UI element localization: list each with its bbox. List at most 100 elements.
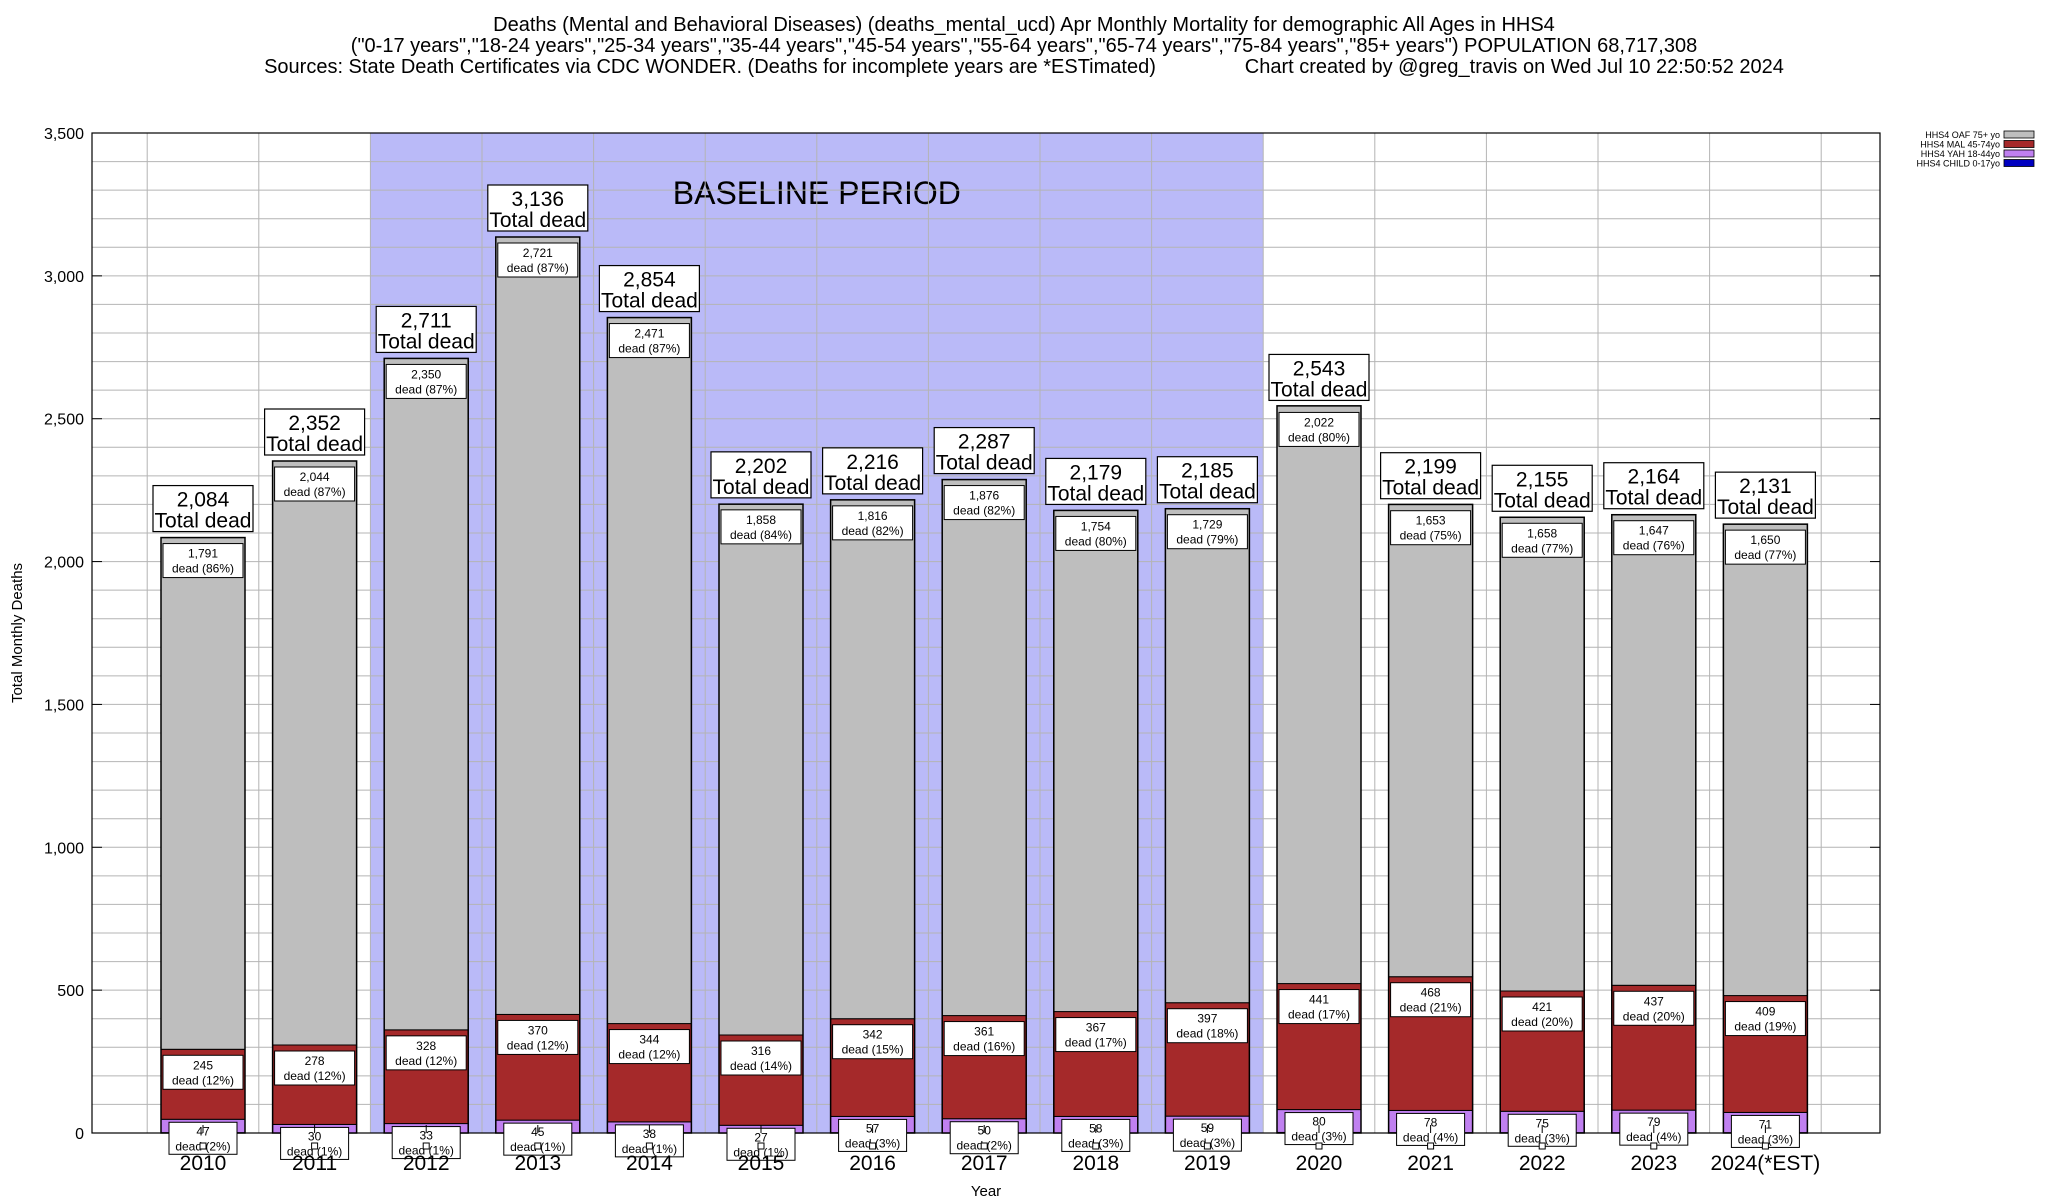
oaf-pct-label: dead (82%) [953, 504, 1015, 518]
yah-pct-label: dead (4%) [1403, 1130, 1458, 1144]
child-marker [199, 1142, 207, 1150]
total-dead-label: Total dead [489, 209, 586, 232]
oaf-label-box [1166, 514, 1248, 550]
child-marker [1761, 1142, 1769, 1150]
oaf-pct-label: dead (75%) [1400, 529, 1462, 543]
oaf-value-label: 2,044 [300, 470, 330, 484]
bar-segment [1164, 508, 1250, 1004]
oaf-pct-label: dead (87%) [507, 261, 569, 275]
x-tick-label: 2022 [1519, 1152, 1566, 1175]
oaf-pct-label: dead (87%) [284, 485, 346, 499]
x-tick-label: 2014 [626, 1152, 673, 1175]
mal-label-box [1613, 990, 1695, 1026]
x-tick-label: 2021 [1407, 1152, 1454, 1175]
mal-pct-label: dead (20%) [1511, 1015, 1573, 1029]
yah-value-label: 80 [1312, 1115, 1326, 1129]
child-marker [422, 1142, 430, 1150]
chart-title-line-3: Sources: State Death Certificates via CD… [264, 56, 1784, 78]
total-dead-label: Total dead [1159, 481, 1256, 504]
x-tick-label: 2016 [849, 1152, 896, 1175]
mal-value-label: 441 [1309, 993, 1329, 1007]
legend-swatch [2003, 130, 2035, 139]
total-value-label: 2,216 [846, 451, 899, 474]
mal-value-label: 397 [1197, 1012, 1217, 1026]
y-tick-label: 3,000 [44, 269, 84, 286]
bar-segment [941, 479, 1027, 1017]
oaf-value-label: 2,721 [523, 246, 553, 260]
oaf-label-box [385, 363, 467, 399]
bar-segment [495, 236, 581, 1015]
x-tick-label: 2010 [180, 1152, 227, 1175]
yah-pct-label: dead (3%) [1515, 1131, 1570, 1145]
total-dead-label: Total dead [266, 433, 363, 456]
oaf-label-box [1613, 520, 1695, 556]
x-tick-label: 2012 [403, 1152, 450, 1175]
oaf-value-label: 1,653 [1416, 514, 1446, 528]
yah-pct-label: dead (4%) [1626, 1130, 1681, 1144]
oaf-value-label: 1,729 [1192, 518, 1222, 532]
oaf-label-box [497, 242, 579, 278]
total-value-label: 2,179 [1070, 461, 1123, 484]
legend-entry-label: HHS4 CHILD 0-17yo [1916, 159, 2000, 169]
total-label-box [1268, 353, 1370, 402]
bar-segment [1722, 523, 1808, 997]
mal-pct-label: dead (12%) [284, 1069, 346, 1083]
bar-segment [606, 317, 692, 1025]
oaf-pct-label: dead (82%) [842, 524, 904, 538]
oaf-value-label: 2,471 [634, 327, 664, 341]
x-axis-title: Year [971, 1183, 1001, 1200]
total-value-label: 2,084 [177, 489, 230, 512]
legend-swatch [2003, 159, 2035, 167]
mal-value-label: 437 [1644, 994, 1664, 1008]
mal-label-box [1390, 982, 1472, 1018]
oaf-label-box [162, 543, 244, 579]
x-tick-label: 2023 [1630, 1152, 1677, 1175]
mal-pct-label: dead (12%) [395, 1054, 457, 1068]
child-marker [1092, 1142, 1100, 1150]
x-tick-label: 2017 [961, 1152, 1008, 1175]
total-dead-label: Total dead [1382, 477, 1479, 500]
total-dead-label: Total dead [713, 476, 810, 499]
total-value-label: 2,543 [1293, 357, 1346, 380]
bar-segment [830, 499, 916, 1020]
child-marker [311, 1142, 319, 1150]
bar-segment [718, 503, 804, 1036]
mal-pct-label: dead (12%) [507, 1038, 569, 1052]
oaf-value-label: 1,754 [1081, 519, 1111, 533]
oaf-value-label: 2,022 [1304, 415, 1334, 429]
bar-segment [1388, 503, 1474, 978]
total-value-label: 2,131 [1739, 475, 1792, 498]
yah-pct-label: dead (3%) [1738, 1132, 1793, 1146]
total-dead-label: Total dead [1717, 496, 1814, 519]
oaf-label-box [832, 505, 914, 541]
mal-pct-label: dead (21%) [1400, 1001, 1462, 1015]
legend-swatch [2003, 149, 2035, 158]
mal-pct-label: dead (20%) [1623, 1009, 1685, 1023]
y-tick-label: 1,000 [44, 840, 84, 857]
yah-value-label: 27 [754, 1130, 768, 1144]
yah-value-label: 38 [643, 1127, 657, 1141]
total-dead-label: Total dead [378, 330, 475, 353]
oaf-value-label: 1,658 [1527, 526, 1557, 540]
mal-label-box [608, 1029, 690, 1065]
total-value-label: 2,185 [1181, 460, 1234, 483]
oaf-value-label: 1,816 [858, 509, 888, 523]
mal-value-label: 278 [305, 1054, 325, 1068]
mal-value-label: 367 [1086, 1021, 1106, 1035]
total-dead-label: Total dead [601, 290, 698, 313]
mal-value-label: 316 [751, 1044, 771, 1058]
oaf-pct-label: dead (87%) [395, 382, 457, 396]
oaf-label-box [274, 466, 356, 502]
mal-label-box [943, 1021, 1025, 1057]
mal-value-label: 421 [1532, 1000, 1552, 1014]
mal-label-box [1055, 1017, 1137, 1053]
y-tick-label: 500 [57, 983, 84, 1000]
oaf-label-box [1724, 529, 1806, 565]
total-value-label: 2,199 [1404, 456, 1457, 479]
chart-title-line-2: ("0-17 years","18-24 years","25-34 years… [350, 35, 1698, 57]
total-label-box [152, 484, 254, 533]
bar-segment [1053, 509, 1139, 1013]
total-label-box [1045, 457, 1147, 506]
oaf-value-label: 1,791 [188, 547, 218, 561]
oaf-pct-label: dead (77%) [1511, 541, 1573, 555]
